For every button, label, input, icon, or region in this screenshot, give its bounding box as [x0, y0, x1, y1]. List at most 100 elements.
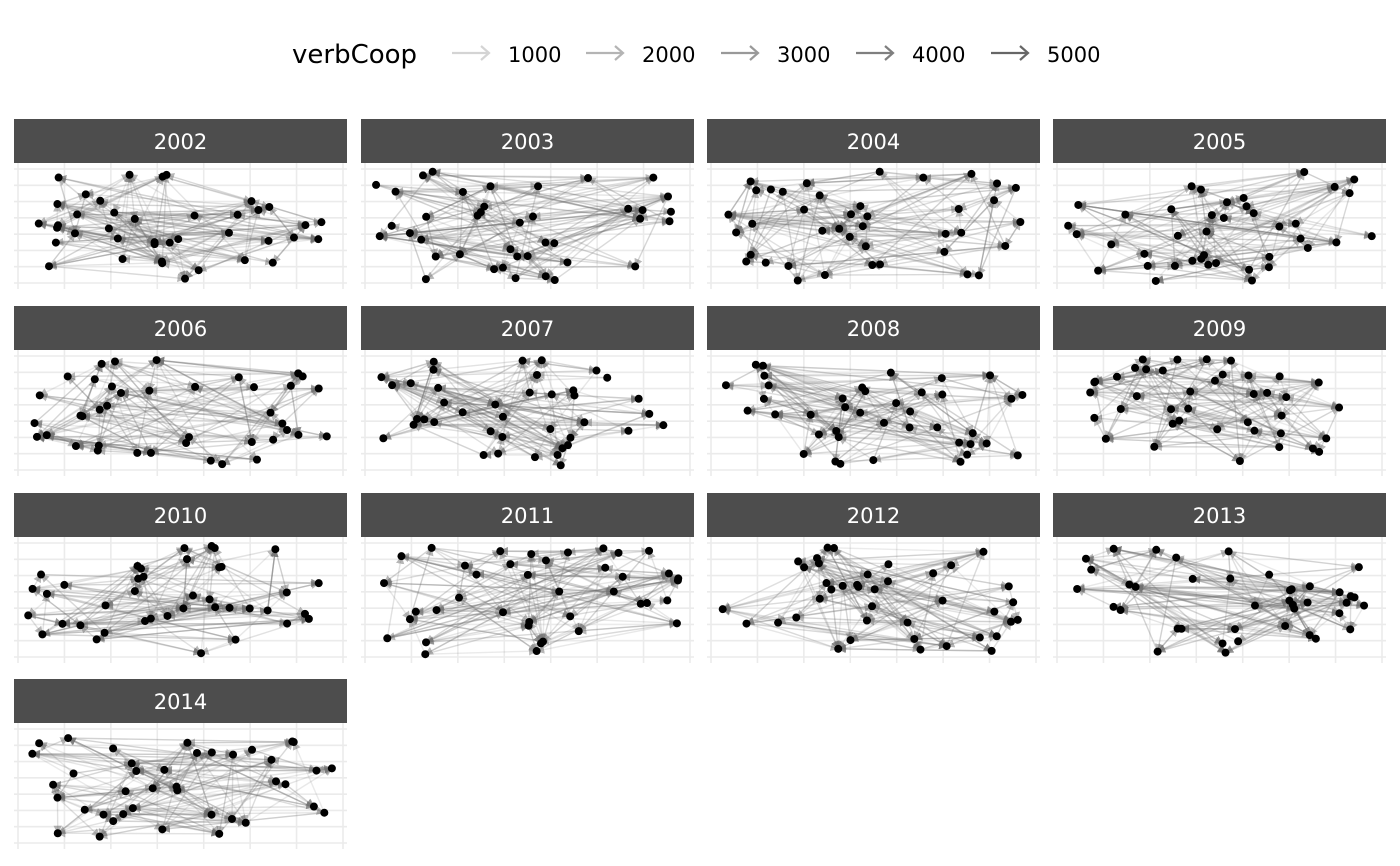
- node: [942, 642, 951, 651]
- node: [460, 561, 469, 570]
- node: [870, 585, 879, 594]
- panel-gridlines: [361, 350, 694, 476]
- edge: [395, 190, 482, 215]
- node: [90, 375, 99, 384]
- edge: [161, 176, 188, 280]
- legend-key-4000: 4000: [856, 43, 965, 67]
- node: [327, 764, 336, 773]
- node: [1186, 387, 1195, 396]
- edge: [33, 419, 274, 441]
- edge: [862, 225, 946, 254]
- legend-arrow-head: [614, 45, 625, 61]
- edge: [274, 549, 289, 594]
- edge: [819, 194, 851, 238]
- edge: [48, 239, 171, 267]
- node: [1072, 230, 1081, 239]
- node: [107, 382, 116, 391]
- edge: [425, 647, 538, 656]
- node: [1143, 261, 1152, 270]
- edge: [805, 176, 924, 188]
- node: [861, 242, 870, 251]
- node: [659, 421, 668, 430]
- edge: [765, 260, 881, 269]
- node: [800, 205, 809, 214]
- edge: [36, 433, 211, 462]
- node: [1242, 202, 1251, 211]
- node: [241, 818, 250, 827]
- node: [532, 370, 541, 379]
- edge: [728, 213, 841, 232]
- node: [1291, 219, 1300, 228]
- network-edges: [383, 546, 680, 656]
- edge: [871, 261, 968, 276]
- edge: [75, 386, 196, 447]
- edge: [425, 177, 589, 280]
- node: [854, 582, 863, 591]
- edge: [750, 182, 808, 256]
- edge: [1200, 188, 1351, 198]
- node: [614, 548, 623, 557]
- node: [1342, 598, 1351, 607]
- node: [979, 547, 988, 556]
- node: [128, 804, 137, 813]
- node: [80, 805, 89, 814]
- node: [119, 810, 128, 819]
- node: [525, 617, 534, 626]
- facet-strip-label: 2008: [847, 317, 900, 341]
- edge: [237, 214, 307, 229]
- facet-2014: 2014: [14, 679, 347, 849]
- edge: [74, 232, 163, 264]
- node: [233, 210, 242, 219]
- edge: [797, 213, 852, 281]
- node: [266, 408, 275, 417]
- facet-2009: 2009: [1053, 306, 1386, 476]
- edge: [153, 214, 238, 244]
- edge: [74, 230, 245, 261]
- edge: [1075, 233, 1149, 267]
- node: [645, 409, 654, 418]
- edge: [993, 199, 1021, 223]
- edge: [425, 185, 492, 218]
- node: [1300, 168, 1309, 177]
- node: [1222, 198, 1231, 207]
- node: [150, 240, 159, 249]
- node: [1226, 356, 1235, 365]
- node: [1218, 370, 1227, 379]
- edge: [381, 359, 435, 378]
- node: [1350, 593, 1359, 602]
- edge: [77, 213, 270, 244]
- node: [963, 450, 972, 459]
- edge: [752, 205, 960, 225]
- facet-2006: 2006: [14, 306, 347, 476]
- edge: [55, 221, 307, 244]
- edge: [735, 231, 826, 276]
- node: [211, 603, 220, 612]
- node: [215, 563, 224, 572]
- edge: [420, 176, 654, 242]
- edge: [752, 203, 862, 225]
- node: [458, 187, 467, 196]
- node: [245, 604, 254, 613]
- node: [180, 544, 189, 553]
- facet-strip-label: 2005: [1193, 130, 1246, 154]
- node: [530, 453, 539, 462]
- node: [631, 262, 640, 271]
- edge: [74, 232, 163, 264]
- edge: [57, 223, 199, 271]
- edge: [80, 414, 152, 454]
- node: [53, 200, 62, 209]
- edge: [539, 560, 548, 643]
- edge: [82, 415, 253, 446]
- edge: [787, 173, 972, 267]
- edge: [120, 392, 187, 444]
- edge: [409, 210, 482, 234]
- edge: [728, 205, 805, 216]
- facet-strip-label: 2003: [501, 130, 554, 154]
- node: [229, 750, 238, 759]
- node: [527, 550, 536, 559]
- node: [1138, 355, 1147, 364]
- node: [218, 460, 227, 469]
- node: [1018, 390, 1027, 399]
- edge: [1248, 171, 1305, 271]
- edge: [128, 174, 186, 280]
